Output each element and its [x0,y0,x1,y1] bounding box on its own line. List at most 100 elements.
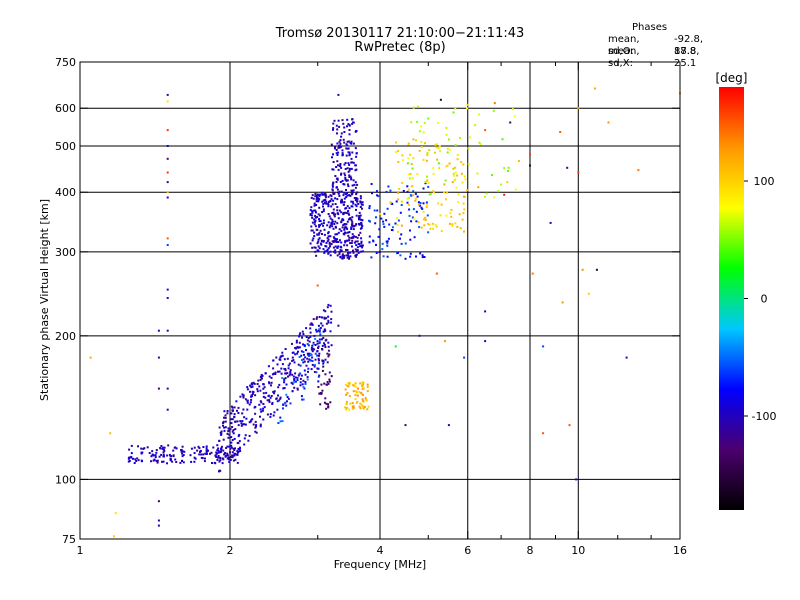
data-point [450,215,453,218]
data-point [327,232,330,235]
data-point [283,387,286,389]
data-point [172,454,175,457]
data-point [373,209,376,212]
data-point [340,221,343,224]
data-point [226,445,229,448]
data-point [346,244,349,247]
data-point [402,159,405,162]
data-point [507,170,509,172]
data-point [353,235,355,238]
data-point [314,246,317,249]
data-point [344,177,347,179]
data-point [338,144,341,147]
data-point [352,384,355,387]
y-tick-label: 300 [55,246,76,259]
data-point [233,449,236,451]
data-point [166,129,169,132]
data-point [302,386,305,389]
data-point [383,212,386,215]
data-point [375,252,378,254]
data-point [262,407,265,410]
data-point [333,119,336,122]
data-point [361,381,364,384]
data-point [313,364,316,367]
chart-title: Tromsø 20130117 21:10:00−21:11:43 [275,26,525,41]
data-point [317,380,320,383]
data-point [461,181,464,184]
data-point [334,197,337,200]
data-point [319,392,322,395]
data-point [182,454,185,456]
data-point [240,424,243,427]
data-point [420,226,423,229]
data-point [217,447,220,450]
data-point [201,457,204,460]
y-tick-label: 200 [55,330,76,343]
data-point [168,453,171,456]
data-point [288,362,291,365]
data-point [360,237,363,240]
data-point [347,170,350,173]
data-point [379,250,381,253]
data-point [199,451,202,453]
data-point [113,535,115,538]
data-point [302,333,305,335]
data-point [446,151,449,154]
data-point [314,225,317,228]
data-point [409,153,412,156]
data-point [397,230,400,233]
data-point [348,129,351,131]
data-point [298,334,301,337]
data-point [432,192,435,195]
data-point [236,409,238,412]
data-point [269,396,272,399]
data-point [238,447,241,450]
data-point [317,324,320,327]
data-point [151,450,154,453]
data-point [189,454,192,457]
data-point [426,175,428,178]
data-point [336,206,339,209]
data-point [361,384,363,387]
data-point [420,125,423,128]
data-point [278,370,281,373]
data-point [410,163,413,166]
data-point [227,436,230,439]
data-point [224,416,227,419]
data-point [317,200,320,203]
data-point [283,381,286,384]
data-point [197,445,200,448]
data-point [287,367,290,370]
data-point [460,161,463,164]
data-point [368,207,371,210]
data-point [327,382,330,385]
data-point [172,449,175,452]
data-point [343,227,346,230]
data-point [409,252,412,255]
x-tick-label: 1 [77,544,84,557]
data-point [417,201,420,204]
data-point [411,216,414,219]
data-point [347,218,350,221]
data-point [260,401,263,404]
data-point [198,447,201,450]
data-point [322,362,325,365]
data-point [246,401,249,404]
data-point [332,128,334,131]
data-point [409,229,411,232]
data-point [223,416,225,419]
data-point [335,181,338,183]
data-point [315,196,318,199]
data-point [549,221,552,224]
data-point [243,443,246,446]
data-point [150,455,153,458]
data-point [355,244,358,247]
data-point [221,462,224,465]
data-point [321,191,324,194]
data-point [463,175,466,178]
data-point [271,373,274,376]
data-point [181,445,184,448]
data-point [449,212,452,215]
data-point [386,255,389,258]
data-point [156,459,159,462]
